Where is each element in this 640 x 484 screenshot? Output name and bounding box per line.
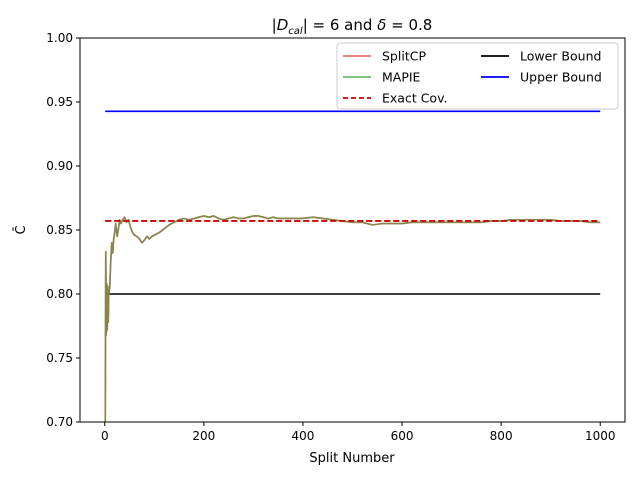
title-delta: δ bbox=[377, 16, 386, 34]
chart-title: |Dcal| = 6 and δ = 0.8 bbox=[272, 16, 433, 37]
x-tick-label: 400 bbox=[292, 429, 315, 443]
y-tick-label: 0.75 bbox=[46, 351, 73, 365]
y-tick-label: 0.80 bbox=[46, 287, 73, 301]
title-prefix: |D bbox=[272, 16, 289, 34]
y-axis-ticks: 0.70 0.75 0.80 0.85 0.90 0.95 1.00 bbox=[46, 31, 80, 429]
legend-items: SplitCP MAPIE Exact Cov. Lower Bound Upper B… bbox=[343, 49, 602, 106]
y-tick-label: 1.00 bbox=[46, 31, 73, 45]
plot-area-frame bbox=[79, 37, 626, 423]
title-middle: | = 6 and bbox=[303, 16, 377, 34]
legend: SplitCP MAPIE Exact Cov. Lower Bound Upper B… bbox=[336, 42, 619, 110]
title-subscript: cal bbox=[288, 26, 303, 37]
x-tick-label: 200 bbox=[192, 429, 215, 443]
x-tick-label: 600 bbox=[391, 429, 414, 443]
x-axis-ticks: 0 200 400 600 800 1000 bbox=[101, 422, 616, 443]
x-axis-label: Split Number bbox=[309, 451, 395, 466]
title-suffix: = 0.8 bbox=[386, 16, 432, 34]
x-tick-label: 800 bbox=[490, 429, 513, 443]
y-tick-label: 0.90 bbox=[46, 159, 73, 173]
x-tick-label: 1000 bbox=[585, 429, 616, 443]
legend-label-exact-cov: Exact Cov. bbox=[382, 91, 447, 106]
legend-box bbox=[336, 42, 619, 110]
y-tick-label: 0.95 bbox=[46, 95, 73, 109]
plot-lines bbox=[104, 110, 601, 423]
y-tick-label: 0.70 bbox=[46, 415, 73, 429]
x-tick-label: 0 bbox=[101, 429, 109, 443]
y-axis-label: C̄ bbox=[14, 225, 29, 234]
legend-label-splitcp: SplitCP bbox=[382, 49, 426, 64]
series-overlap-trace bbox=[104, 215, 601, 423]
y-tick-label: 0.85 bbox=[46, 223, 73, 237]
legend-label-mapie: MAPIE bbox=[382, 70, 421, 85]
legend-label-upper-bound: Upper Bound bbox=[520, 70, 602, 85]
legend-label-lower-bound: Lower Bound bbox=[520, 49, 601, 64]
